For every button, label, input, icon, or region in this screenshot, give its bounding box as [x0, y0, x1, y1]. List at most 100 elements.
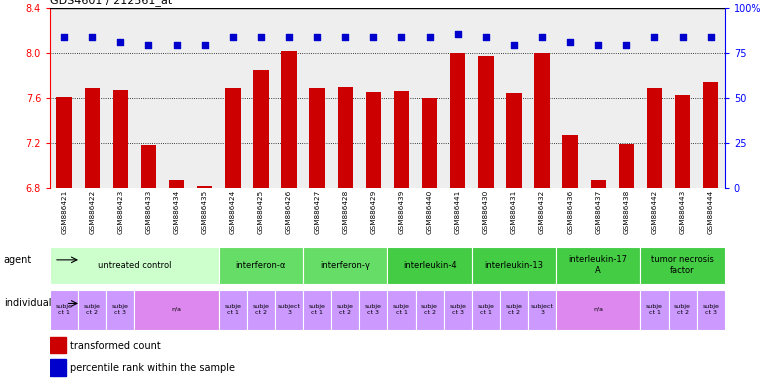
Point [254, 34, 267, 40]
Text: GSM886430: GSM886430 [483, 189, 489, 233]
Text: GSM886443: GSM886443 [679, 189, 685, 233]
Text: agent: agent [4, 255, 32, 265]
Point [620, 42, 632, 48]
Bar [225, 88, 241, 188]
Bar [197, 186, 213, 188]
Text: interleukin-17
A: interleukin-17 A [569, 255, 628, 275]
Point [536, 34, 548, 40]
Bar [591, 180, 606, 188]
FancyBboxPatch shape [416, 290, 443, 330]
Bar [534, 53, 550, 188]
Point [592, 42, 604, 48]
Text: GSM886423: GSM886423 [117, 189, 123, 233]
FancyBboxPatch shape [387, 290, 416, 330]
Bar [141, 145, 157, 188]
Bar [85, 88, 100, 188]
FancyBboxPatch shape [332, 290, 359, 330]
FancyBboxPatch shape [78, 290, 106, 330]
Point [648, 34, 661, 40]
FancyBboxPatch shape [219, 290, 247, 330]
Text: subje
ct 3: subje ct 3 [112, 304, 129, 314]
Text: subje
ct 1: subje ct 1 [393, 304, 410, 314]
Bar [50, 337, 66, 353]
Text: subject
3: subject 3 [530, 304, 554, 314]
Point [114, 38, 126, 45]
Bar [647, 88, 662, 188]
Text: GSM886438: GSM886438 [624, 189, 629, 233]
Text: subje
ct 2: subje ct 2 [84, 304, 101, 314]
Text: subje
ct 3: subje ct 3 [702, 304, 719, 314]
Bar [169, 180, 184, 188]
Point [564, 38, 576, 45]
Text: subje
ct 2: subje ct 2 [674, 304, 691, 314]
FancyBboxPatch shape [303, 290, 332, 330]
Text: GSM886444: GSM886444 [708, 189, 714, 233]
Text: GSM886441: GSM886441 [455, 189, 461, 233]
Text: individual: individual [4, 298, 52, 308]
FancyBboxPatch shape [443, 290, 472, 330]
Text: GSM886432: GSM886432 [539, 189, 545, 233]
FancyBboxPatch shape [697, 290, 725, 330]
Text: subje
ct 1: subje ct 1 [224, 304, 241, 314]
FancyBboxPatch shape [641, 290, 668, 330]
FancyBboxPatch shape [247, 290, 275, 330]
FancyBboxPatch shape [472, 290, 500, 330]
FancyBboxPatch shape [472, 247, 556, 285]
FancyBboxPatch shape [556, 290, 641, 330]
Text: subje
ct 2: subje ct 2 [337, 304, 354, 314]
Bar [450, 53, 466, 188]
Text: subje
ct 2: subje ct 2 [421, 304, 438, 314]
Text: GSM886424: GSM886424 [230, 189, 236, 233]
FancyBboxPatch shape [275, 290, 303, 330]
Point [58, 34, 70, 40]
Bar [281, 51, 297, 188]
Text: interleukin-13: interleukin-13 [484, 261, 544, 270]
FancyBboxPatch shape [556, 247, 641, 285]
Text: GSM886433: GSM886433 [146, 189, 151, 233]
Text: GSM886442: GSM886442 [651, 189, 658, 233]
Text: subje
ct 2: subje ct 2 [506, 304, 523, 314]
FancyBboxPatch shape [106, 290, 134, 330]
Point [705, 34, 717, 40]
FancyBboxPatch shape [668, 290, 697, 330]
Text: transformed count: transformed count [70, 341, 161, 351]
Text: GSM886428: GSM886428 [342, 189, 348, 233]
FancyBboxPatch shape [641, 247, 725, 285]
FancyBboxPatch shape [50, 290, 78, 330]
Text: subje
ct 1: subje ct 1 [646, 304, 663, 314]
Bar [675, 94, 690, 188]
FancyBboxPatch shape [359, 290, 387, 330]
Text: GSM886425: GSM886425 [258, 189, 264, 233]
Text: GSM886436: GSM886436 [567, 189, 573, 233]
Text: subject
3: subject 3 [278, 304, 301, 314]
Point [170, 42, 183, 48]
Text: GSM886439: GSM886439 [399, 189, 405, 233]
Bar [253, 70, 268, 188]
Bar [618, 144, 634, 188]
Point [227, 34, 239, 40]
Text: GSM886429: GSM886429 [370, 189, 376, 233]
FancyBboxPatch shape [134, 290, 219, 330]
Point [452, 31, 464, 37]
Text: GDS4601 / 212561_at: GDS4601 / 212561_at [50, 0, 173, 7]
Point [508, 42, 520, 48]
Bar [507, 93, 522, 188]
FancyBboxPatch shape [387, 247, 472, 285]
Bar [309, 88, 325, 188]
Text: subje
ct 1: subje ct 1 [477, 304, 494, 314]
Bar [56, 97, 72, 188]
Text: tumor necrosis
factor: tumor necrosis factor [651, 255, 714, 275]
Text: n/a: n/a [172, 307, 182, 312]
Bar [394, 91, 409, 188]
Point [339, 34, 352, 40]
Text: GSM886435: GSM886435 [202, 189, 207, 233]
Text: GSM886426: GSM886426 [286, 189, 292, 233]
Text: GSM886427: GSM886427 [314, 189, 320, 233]
FancyBboxPatch shape [50, 247, 219, 285]
Text: subje
ct 3: subje ct 3 [365, 304, 382, 314]
Text: interferon-α: interferon-α [236, 261, 286, 270]
Bar [338, 87, 353, 188]
Bar [113, 90, 128, 188]
Text: subje
ct 2: subje ct 2 [252, 304, 269, 314]
Point [480, 34, 492, 40]
